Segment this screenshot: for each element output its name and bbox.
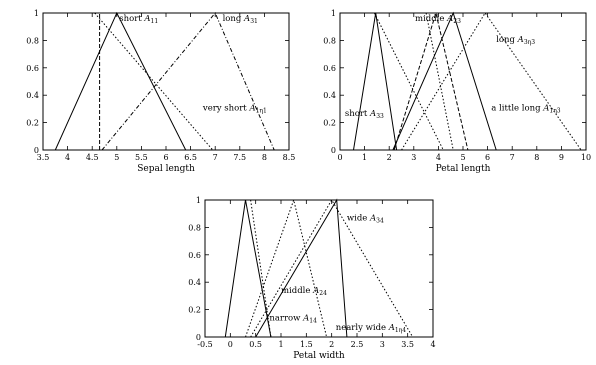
x-tick-label: 8: [534, 153, 539, 162]
x-tick-label: -0.5: [197, 340, 212, 349]
membership-line-middle: [245, 198, 328, 338]
x-tick-label: 6: [485, 153, 490, 162]
x-tick-label: 8: [262, 153, 267, 162]
x-tick-label: 7: [213, 153, 218, 162]
x-tick-label: 3.5: [401, 340, 414, 349]
annotation-label: middle A24: [281, 286, 327, 297]
x-tick-label: 8.5: [283, 153, 296, 162]
x-tick-label: 1: [278, 340, 283, 349]
x-tick-label: 0.5: [249, 340, 262, 349]
membership-line-a-little-long: [373, 12, 444, 151]
x-tick-label: 5: [114, 153, 119, 162]
annotation-label: short A33: [345, 109, 384, 120]
y-tick-label: 0: [196, 333, 201, 342]
x-tick-label: 0: [228, 340, 233, 349]
membership-line-wide: [250, 199, 414, 338]
y-tick-label: 0.4: [188, 278, 201, 287]
x-tick-label: 2.5: [351, 340, 364, 349]
annotation-label: very short A1η1: [202, 103, 267, 114]
chart-1: 3.5 4 4.5 5 5.5 6 6.5 7 7.5 8 8.5 0 0.2 0.4 0.6 0.8 1 Sep…: [26, 9, 295, 174]
x-tick-label: 2: [387, 153, 392, 162]
plot-frame: [339, 12, 587, 151]
y-tick-label: 0.2: [323, 119, 336, 128]
x-tick-label: 9: [559, 153, 564, 162]
x-tick-label: 7.5: [233, 153, 246, 162]
y-tick-label: 0: [34, 146, 39, 155]
membership-line-unnamed-2: [392, 11, 497, 151]
y-tick-label: 0.2: [26, 119, 39, 128]
y-tick-label: 0.2: [188, 306, 201, 315]
x-tick-label: 10: [581, 153, 591, 162]
y-tick-label: 1: [196, 196, 201, 205]
y-tick-label: 1: [331, 9, 336, 18]
x-tick-label: 4: [436, 153, 441, 162]
membership-line-unnamed-2: [255, 198, 348, 338]
y-tick-label: 0.4: [323, 91, 336, 100]
annotation-label: narrow A14: [269, 314, 317, 325]
x-tick-label: 5: [460, 153, 465, 162]
plot-frame: [204, 199, 434, 338]
x-tick-label: 5.5: [135, 153, 148, 162]
annotation-label: a little long A1η3: [491, 103, 561, 114]
annotation-label: long A31: [223, 14, 258, 25]
y-tick-label: 0: [331, 146, 336, 155]
x-tick-label: 4: [430, 340, 435, 349]
y-tick-label: 0.6: [188, 251, 201, 260]
y-tick-label: 0.8: [26, 36, 39, 45]
x-tick-label: 7: [510, 153, 515, 162]
x-tick-label: 0: [337, 153, 342, 162]
y-tick-label: 0.6: [323, 64, 336, 73]
y-tick-label: 0.8: [188, 223, 201, 232]
membership-line-unnamed-5: [425, 12, 454, 151]
y-tick-label: 1: [34, 9, 39, 18]
chart-3: -0.5 0 0.5 1 1.5 2 2.5 3 3.5 400.20.40.60.81Petal…: [188, 196, 435, 361]
x-tick-label: 2: [329, 340, 334, 349]
y-tick-label: 0.6: [26, 64, 39, 73]
x-tick-label: 3.5: [37, 153, 50, 162]
x-axis-label: Petal length: [436, 164, 491, 174]
chart-2: 0 1 2 3 4 5 6 7 8 9 10 0 0.2 0.4 0.6 0.8 1 Petal length mi…: [323, 9, 591, 174]
x-tick-label: 3: [380, 340, 385, 349]
annotation-label: short A11: [119, 14, 158, 25]
membership-line-long: [101, 12, 275, 151]
membership-line-narrow: [224, 199, 272, 338]
membership-line-long: [401, 12, 582, 151]
y-tick-label: 0.4: [26, 91, 39, 100]
x-tick-label: 6.5: [184, 153, 197, 162]
x-tick-label: 4: [65, 153, 70, 162]
membership-line-very-short: [94, 12, 214, 151]
x-axis-label: Petal width: [293, 351, 345, 361]
y-tick-label: 0.8: [323, 36, 336, 45]
x-tick-label: 6: [163, 153, 168, 162]
annotation-label: nearly wide A1η4: [336, 323, 407, 334]
x-tick-label: 1.5: [300, 340, 313, 349]
annotation-label: wide A34: [347, 214, 384, 225]
membership-line-short: [54, 11, 187, 151]
membership-line-short: [353, 12, 398, 151]
plot-frame: [42, 12, 290, 151]
x-tick-label: 3: [411, 153, 416, 162]
annotation-label: long A3η3: [496, 35, 535, 46]
x-tick-label: 1: [362, 153, 367, 162]
x-tick-label: 4.5: [86, 153, 99, 162]
annotation-label: middle A23: [415, 14, 461, 25]
x-axis-label: Sepal length: [137, 164, 195, 174]
membership-line-middle: [393, 11, 469, 151]
